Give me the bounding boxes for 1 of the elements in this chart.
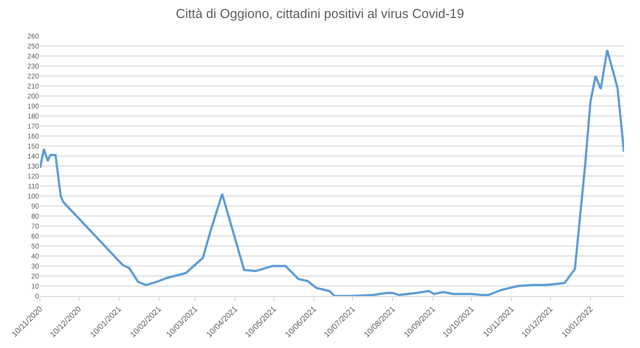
chart-title: Città di Oggiono, cittadini positivi al virus Covid-19	[176, 6, 464, 21]
